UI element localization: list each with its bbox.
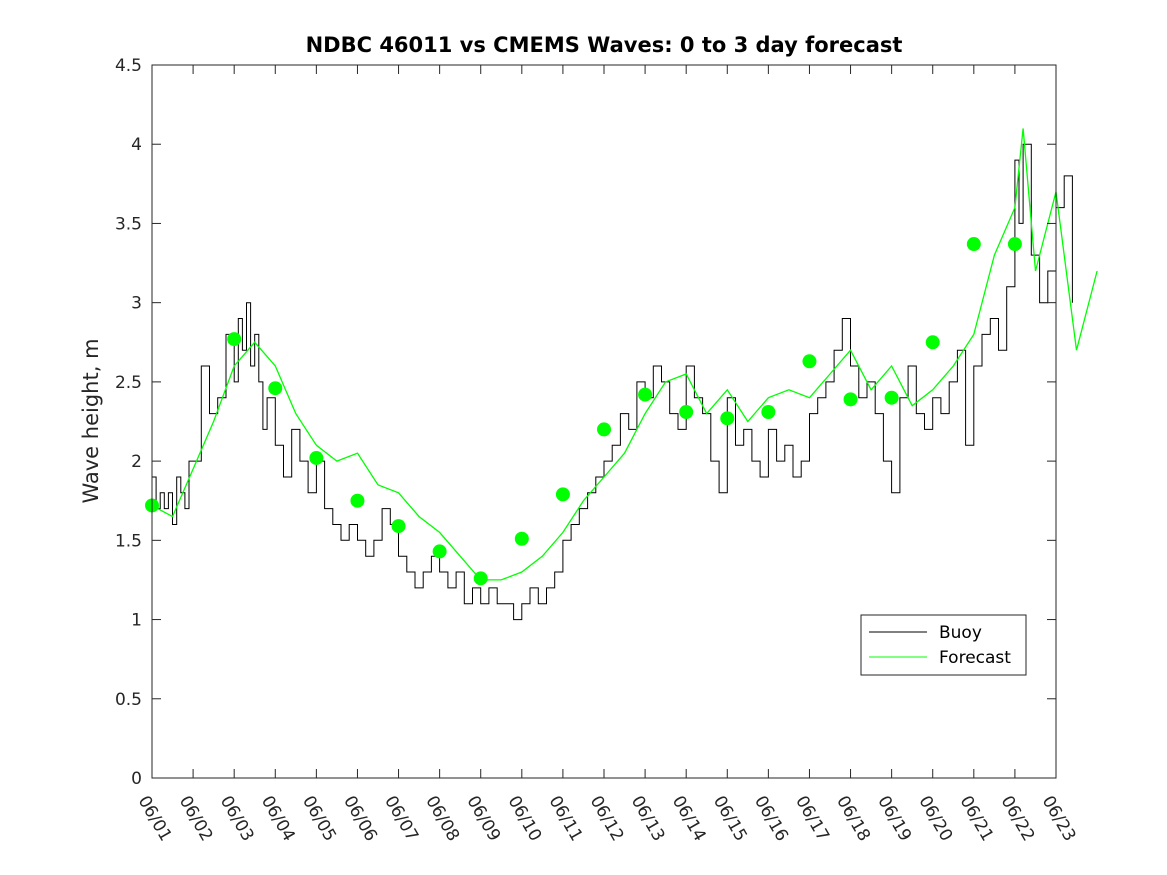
- forecast-marker: [268, 381, 283, 396]
- forecast-marker: [432, 544, 447, 559]
- chart-title: NDBC 46011 vs CMEMS Waves: 0 to 3 day fo…: [306, 33, 903, 57]
- forecast-marker: [843, 392, 858, 407]
- legend-box: [860, 614, 1027, 676]
- series-line-buoy: [152, 143, 1073, 621]
- forecast-marker: [679, 404, 694, 419]
- forecast-marker: [884, 390, 899, 405]
- forecast-marker: [925, 335, 940, 350]
- series-layer: [145, 128, 1098, 621]
- y-tick-label: 0.5: [115, 690, 142, 710]
- forecast-marker: [514, 531, 529, 546]
- y-tick-label: 1.5: [115, 531, 142, 551]
- forecast-marker: [638, 387, 653, 402]
- y-tick-label: 3.5: [115, 214, 142, 234]
- series-line-forecast: [151, 128, 1098, 581]
- forecast-marker: [227, 332, 242, 347]
- y-tick-label: 3: [131, 294, 142, 314]
- forecast-marker: [391, 519, 406, 534]
- forecast-marker: [555, 487, 570, 502]
- y-tick-label: 4: [131, 135, 142, 155]
- legend-label-buoy: Buoy: [939, 623, 982, 643]
- forecast-marker: [802, 354, 817, 369]
- y-tick-label: 0: [131, 769, 142, 789]
- forecast-marker: [597, 422, 611, 437]
- legend-label-forecast: Forecast: [939, 648, 1011, 668]
- y-tick-label: 4.5: [115, 56, 142, 76]
- y-tick-label: 1: [131, 611, 142, 631]
- legend: Buoy Forecast: [860, 614, 1027, 676]
- forecast-marker: [350, 493, 365, 508]
- forecast-marker: [1007, 237, 1022, 252]
- forecast-marker: [761, 404, 776, 419]
- forecast-marker: [966, 237, 981, 252]
- forecast-marker: [720, 411, 735, 426]
- forecast-marker: [473, 571, 488, 586]
- forecast-marker: [309, 450, 324, 465]
- y-tick-label: 2.5: [115, 373, 142, 393]
- y-axis-label: Wave height, m: [79, 338, 103, 503]
- y-tick-label: 2: [131, 452, 142, 472]
